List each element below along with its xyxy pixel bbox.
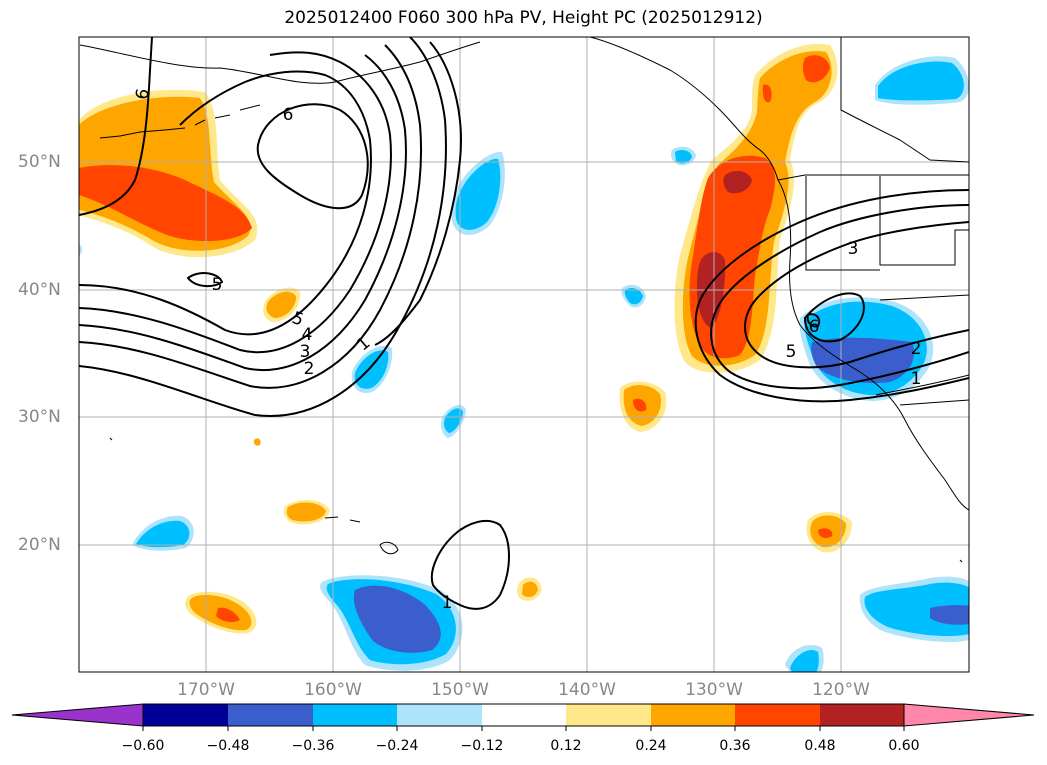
contour-label: 6	[809, 317, 820, 337]
contour-label: 4	[302, 325, 313, 345]
colorbar	[11, 703, 1035, 731]
lon-label-140w: 140°W	[558, 680, 616, 700]
pv-shading	[79, 43, 969, 672]
lat-label-20n: 20°N	[18, 535, 61, 555]
height-contours	[79, 37, 969, 610]
contour-label: 5	[786, 342, 797, 362]
lon-label-170w: 170°W	[177, 680, 235, 700]
contour-label: 1	[911, 369, 922, 389]
lat-label-40n: 40°N	[18, 280, 61, 300]
map-frame	[78, 36, 970, 673]
colorbar-tick-label: −0.12	[460, 738, 504, 754]
colorbar-tick-label: 0.48	[804, 738, 836, 754]
colorbar-segment	[651, 704, 735, 726]
map-plot-area: 6 6 5 5 4 3 2 1 1 3 5 2 1 6	[79, 37, 969, 672]
colorbar-tick-label: −0.48	[206, 738, 250, 754]
contour-label: 6	[283, 105, 294, 125]
colorbar-segment	[313, 704, 397, 726]
colorbar-segment	[820, 704, 904, 726]
lon-label-130w: 130°W	[685, 680, 743, 700]
colorbar-tick-label: 0.60	[888, 738, 920, 754]
contour-label: 2	[304, 359, 315, 379]
colorbar-tick-label: 0.36	[719, 738, 751, 754]
contour-label: 5	[212, 275, 223, 295]
colorbar-segment	[735, 704, 820, 726]
contour-label: 6	[132, 87, 154, 101]
colorbar-segment	[143, 704, 228, 726]
colorbar-tick-label: 0.24	[635, 738, 667, 754]
colorbar-segment	[397, 704, 482, 726]
map-title: 2025012400 F060 300 hPa PV, Height PC (2…	[284, 8, 763, 28]
colorbar-tick-label: −0.36	[291, 738, 335, 754]
graticule	[79, 37, 969, 672]
lon-label-120w: 120°W	[812, 680, 870, 700]
colorbar-extend-low	[11, 703, 144, 727]
colorbar-segment	[482, 704, 566, 726]
colorbar-segment	[228, 704, 313, 726]
colorbar-tick-label: −0.24	[375, 738, 419, 754]
contour-label: 2	[911, 339, 922, 359]
colorbar-tick-label: 0.12	[550, 738, 582, 754]
colorbar-segment	[566, 704, 651, 726]
lon-label-160w: 160°W	[304, 680, 362, 700]
lat-label-50n: 50°N	[18, 152, 61, 172]
lon-label-150w: 150°W	[431, 680, 489, 700]
contour-label: 3	[848, 239, 859, 259]
lat-label-30n: 30°N	[18, 407, 61, 427]
colorbar-extend-high	[903, 703, 1035, 727]
contour-label: 3	[300, 342, 311, 362]
contour-label: 1	[442, 593, 453, 613]
colorbar-tick-label: −0.60	[121, 738, 165, 754]
